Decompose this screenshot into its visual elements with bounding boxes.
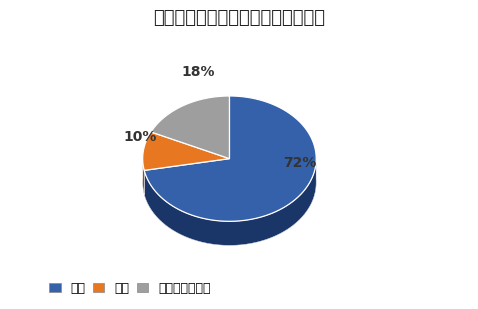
Text: 18%: 18% [181, 65, 215, 79]
Polygon shape [144, 96, 316, 221]
Polygon shape [144, 159, 316, 245]
Legend: 満足, 不満, どちらでもない: 満足, 不満, どちらでもない [44, 277, 216, 300]
Text: 72%: 72% [282, 156, 316, 171]
Ellipse shape [142, 120, 316, 245]
Text: 10%: 10% [124, 130, 157, 144]
Text: レヴォーグの乗り心地の満足度調査: レヴォーグの乗り心地の満足度調査 [153, 9, 325, 27]
Polygon shape [151, 96, 229, 159]
Polygon shape [142, 159, 144, 194]
Polygon shape [142, 132, 229, 170]
